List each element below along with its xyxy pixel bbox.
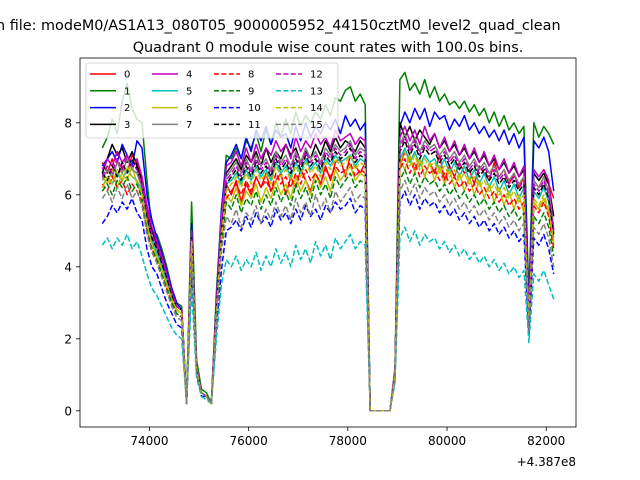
series-line-9 bbox=[101, 168, 555, 412]
legend-label-11: 11 bbox=[248, 120, 261, 131]
x-axis: 74000 76000 78000 80000 82000 bbox=[130, 427, 565, 448]
y-tick-label: 8 bbox=[64, 116, 72, 130]
x-tick-label: 76000 bbox=[230, 434, 268, 448]
legend-label-13: 13 bbox=[310, 86, 323, 97]
plot-area bbox=[101, 71, 555, 412]
legend-label-9: 9 bbox=[248, 86, 254, 97]
legend-label-1: 1 bbox=[124, 86, 130, 97]
legend-label-12: 12 bbox=[310, 70, 323, 81]
x-offset-label: +4.387e8 bbox=[517, 455, 576, 469]
chart-title: Quadrant 0 module wise count rates with … bbox=[133, 40, 524, 56]
legend-box bbox=[85, 62, 339, 139]
x-tick-label: 82000 bbox=[527, 434, 565, 448]
y-tick-label: 4 bbox=[64, 260, 72, 274]
x-tick-label: 80000 bbox=[428, 434, 466, 448]
x-tick-label: 78000 bbox=[329, 434, 367, 448]
series-line-11 bbox=[101, 140, 555, 412]
legend-label-5: 5 bbox=[186, 86, 192, 97]
axes-frame bbox=[79, 57, 577, 428]
series-line-14 bbox=[101, 150, 555, 412]
figure-suptitle: n file: modeM0/AS1A13_080T05_9000005952_… bbox=[0, 18, 561, 34]
series-line-13 bbox=[101, 226, 555, 412]
legend-label-7: 7 bbox=[186, 120, 192, 131]
y-tick-label: 6 bbox=[64, 188, 72, 202]
legend-label-0: 0 bbox=[124, 70, 130, 81]
series-line-15 bbox=[101, 179, 555, 412]
legend-label-15: 15 bbox=[310, 120, 323, 131]
legend-label-4: 4 bbox=[186, 70, 192, 81]
y-tick-label: 2 bbox=[64, 332, 72, 346]
legend-label-14: 14 bbox=[310, 103, 323, 114]
legend-label-2: 2 bbox=[124, 103, 130, 114]
x-tick-label: 74000 bbox=[130, 434, 168, 448]
series-line-10 bbox=[101, 190, 555, 412]
legend-label-10: 10 bbox=[248, 103, 261, 114]
y-tick-label: 0 bbox=[64, 404, 72, 418]
legend-label-8: 8 bbox=[248, 70, 254, 81]
y-axis: 0 2 4 6 8 bbox=[64, 116, 80, 418]
legend-label-3: 3 bbox=[124, 120, 130, 131]
legend-label-6: 6 bbox=[186, 103, 192, 114]
series-line-12 bbox=[101, 136, 555, 412]
